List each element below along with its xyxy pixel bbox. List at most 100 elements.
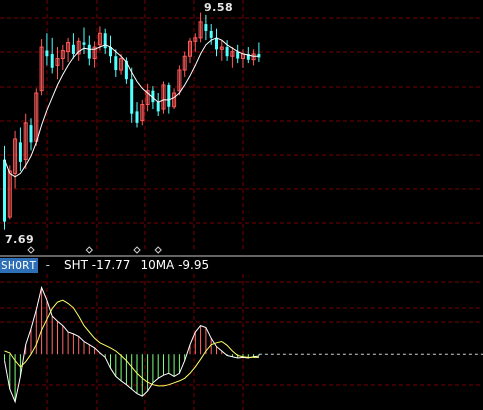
diamond-icon[interactable] bbox=[154, 246, 162, 254]
candle-body bbox=[246, 53, 250, 60]
indicator-param-dash: - bbox=[45, 258, 50, 272]
price-panel[interactable] bbox=[3, 12, 261, 254]
candle-body bbox=[167, 84, 171, 107]
candle-body bbox=[230, 51, 235, 57]
candle-body bbox=[257, 53, 261, 58]
candle-body bbox=[156, 102, 160, 112]
candlestick[interactable] bbox=[182, 51, 187, 77]
candlestick[interactable] bbox=[161, 81, 166, 114]
sht-line bbox=[4, 285, 259, 404]
candle-body bbox=[39, 46, 44, 92]
candlestick[interactable] bbox=[172, 88, 177, 110]
candle-body bbox=[177, 69, 182, 92]
candle-body bbox=[87, 44, 91, 59]
indicator-name-tag[interactable]: SHORT bbox=[0, 258, 38, 273]
candle-body bbox=[182, 55, 187, 71]
candlestick[interactable] bbox=[87, 35, 91, 66]
candle-body bbox=[3, 159, 6, 222]
candlestick[interactable] bbox=[50, 37, 54, 74]
candlestick[interactable] bbox=[34, 88, 39, 146]
candle-body bbox=[18, 142, 22, 162]
diamond-icon[interactable] bbox=[27, 246, 35, 254]
candle-body bbox=[215, 37, 218, 50]
candle-body bbox=[172, 92, 177, 108]
candlestick[interactable] bbox=[55, 47, 60, 80]
candle-body bbox=[209, 30, 213, 38]
candle-body bbox=[204, 24, 208, 31]
candlestick[interactable] bbox=[71, 33, 75, 59]
candlestick[interactable] bbox=[29, 118, 33, 151]
candlestick[interactable] bbox=[130, 67, 134, 123]
candlestick[interactable] bbox=[60, 44, 65, 71]
candle-body bbox=[29, 125, 33, 143]
candlestick[interactable] bbox=[13, 130, 18, 189]
candlestick[interactable] bbox=[18, 127, 22, 172]
candle-body bbox=[7, 170, 12, 218]
candlestick[interactable] bbox=[251, 49, 256, 66]
candle-body bbox=[219, 46, 224, 50]
candle-body bbox=[225, 47, 229, 57]
candle-body bbox=[198, 21, 203, 39]
candle-body bbox=[82, 42, 86, 45]
candlestick[interactable] bbox=[257, 42, 261, 62]
candlestick[interactable] bbox=[209, 24, 213, 45]
candlestick[interactable] bbox=[119, 53, 124, 75]
candle-body bbox=[55, 58, 60, 66]
candle-body bbox=[135, 111, 139, 123]
candle-body bbox=[71, 44, 75, 54]
candle-body bbox=[145, 90, 150, 105]
candlestick[interactable] bbox=[135, 102, 139, 128]
candle-body bbox=[130, 79, 134, 114]
diamond-icon[interactable] bbox=[85, 246, 94, 254]
candlestick[interactable] bbox=[45, 33, 49, 66]
candle-body bbox=[23, 122, 28, 161]
candlestick[interactable] bbox=[76, 37, 81, 61]
candlestick[interactable] bbox=[236, 44, 240, 64]
sht-ma-line bbox=[4, 299, 259, 387]
diamond-icon[interactable] bbox=[133, 246, 141, 254]
candlestick[interactable] bbox=[225, 40, 229, 61]
candlestick[interactable] bbox=[23, 113, 28, 169]
candlestick[interactable] bbox=[7, 165, 12, 220]
candlestick[interactable] bbox=[3, 145, 6, 230]
candlestick[interactable] bbox=[103, 28, 107, 54]
candlestick[interactable] bbox=[156, 92, 160, 116]
candle-body bbox=[161, 84, 166, 110]
candle-body bbox=[45, 50, 49, 57]
candle-body bbox=[50, 53, 54, 68]
candle-body bbox=[92, 46, 97, 60]
candlestick[interactable] bbox=[230, 47, 235, 68]
candlestick[interactable] bbox=[198, 12, 203, 43]
candle-body bbox=[97, 32, 102, 46]
candle-body bbox=[66, 41, 71, 53]
price-ma-line bbox=[4, 37, 259, 178]
candle-body bbox=[109, 47, 112, 57]
candlestick[interactable] bbox=[188, 37, 192, 64]
candlestick[interactable] bbox=[167, 82, 171, 114]
candlestick[interactable] bbox=[114, 49, 118, 77]
candlestick[interactable] bbox=[204, 14, 208, 41]
candlestick[interactable] bbox=[109, 35, 112, 64]
candlestick[interactable] bbox=[177, 65, 182, 96]
candlestick[interactable] bbox=[193, 33, 198, 52]
indicator-panel[interactable] bbox=[4, 285, 483, 404]
candlestick[interactable] bbox=[219, 40, 224, 61]
candle-body bbox=[251, 53, 256, 61]
candle-body bbox=[124, 60, 128, 80]
candle-body bbox=[13, 138, 18, 174]
candle-body bbox=[103, 33, 107, 49]
candle-body bbox=[193, 37, 198, 42]
candlestick[interactable] bbox=[92, 41, 97, 68]
candlestick[interactable] bbox=[145, 83, 150, 112]
candlestick[interactable] bbox=[66, 37, 71, 62]
low-price-label: 7.69 bbox=[5, 233, 35, 246]
candle-body bbox=[60, 49, 65, 60]
indicator-header: SHORT - SHT -17.77 10MA -9.95 bbox=[0, 258, 209, 273]
candlestick[interactable] bbox=[215, 28, 218, 57]
candlestick[interactable] bbox=[82, 27, 86, 54]
candlestick[interactable] bbox=[39, 39, 44, 96]
candlestick[interactable] bbox=[140, 99, 145, 126]
